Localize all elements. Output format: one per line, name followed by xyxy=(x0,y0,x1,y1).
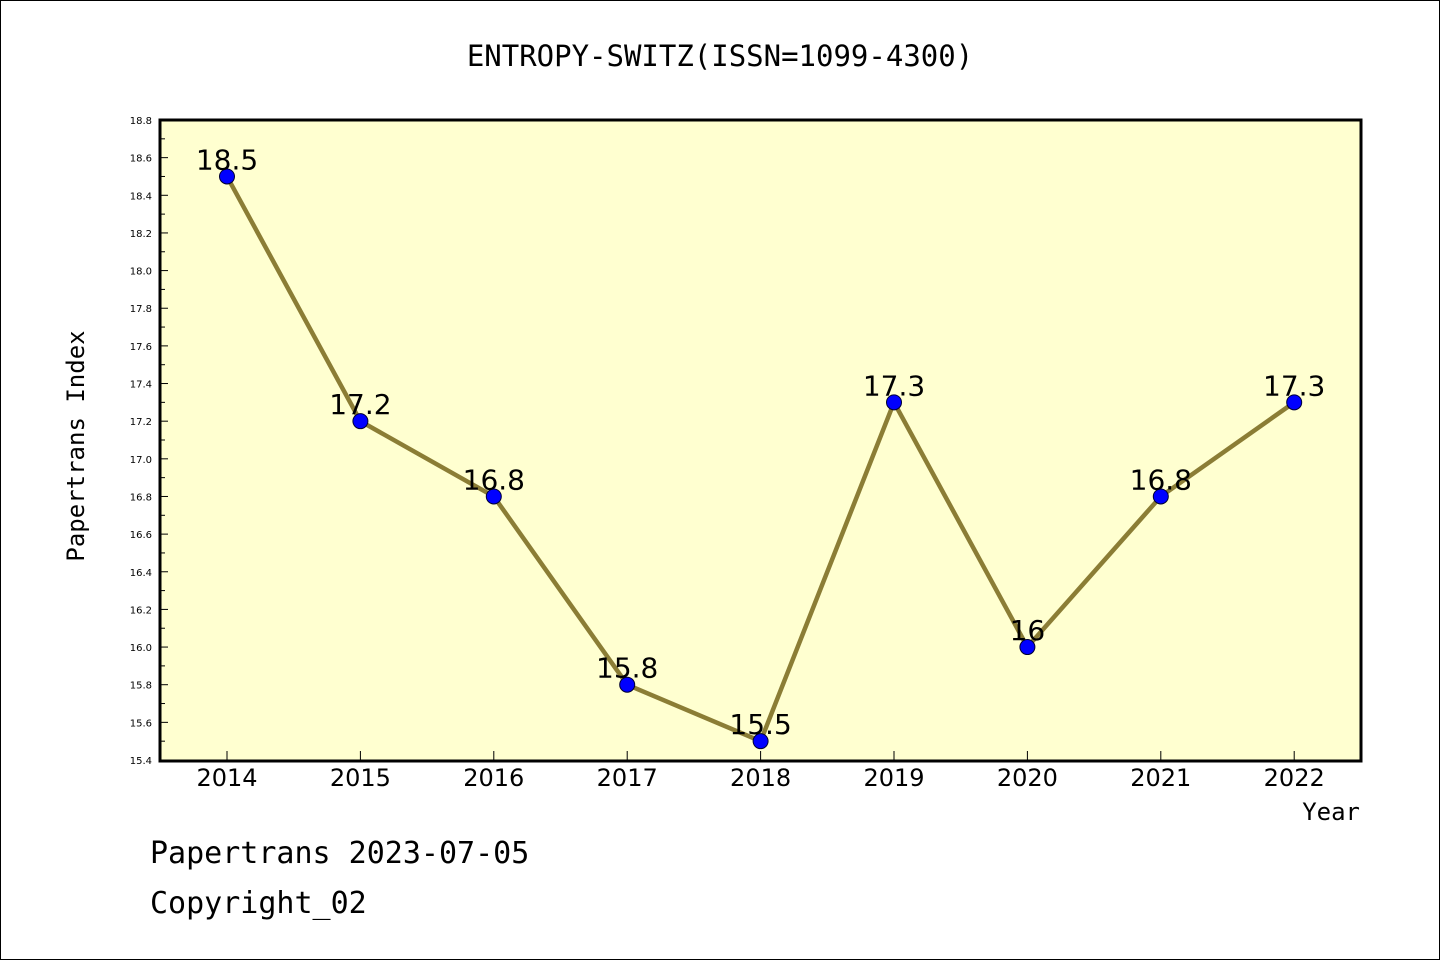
y-tick-label: 17.0 xyxy=(130,455,152,466)
x-axis-label: Year xyxy=(1302,798,1360,826)
data-point xyxy=(752,733,769,750)
y-tick-label: 17.8 xyxy=(130,304,152,315)
y-tick-label: 18.4 xyxy=(130,191,152,202)
x-tick-label: 2021 xyxy=(1130,764,1191,792)
data-label: 16 xyxy=(1010,614,1046,647)
data-label: 16.8 xyxy=(1130,463,1192,496)
y-tick-label: 17.4 xyxy=(130,380,152,391)
x-tick-label: 2019 xyxy=(863,764,924,792)
x-tick-label: 2014 xyxy=(196,764,257,792)
data-label: 17.2 xyxy=(329,388,391,421)
data-label: 18.5 xyxy=(196,143,258,176)
data-point xyxy=(1152,488,1169,505)
y-tick-label: 18.2 xyxy=(130,229,152,240)
x-tick-label: 2017 xyxy=(597,764,658,792)
y-tick-label: 17.6 xyxy=(130,342,152,353)
y-tick-label: 16.6 xyxy=(130,530,152,541)
y-axis-label: Papertrans Index xyxy=(62,330,90,561)
plot-area xyxy=(158,118,1363,763)
y-tick-label: 15.8 xyxy=(130,681,152,692)
y-tick-label: 18.8 xyxy=(130,116,152,127)
data-label: 17.3 xyxy=(1263,369,1325,402)
data-label: 16.8 xyxy=(463,463,525,496)
data-point xyxy=(619,676,636,693)
y-tick-label: 16.0 xyxy=(130,643,152,654)
y-tick-label: 15.4 xyxy=(130,756,152,767)
series: 18.5 17.2 16.8 15.8 15.5 17.3 16 16.8 17.3 xyxy=(196,143,1325,750)
x-tick-label: 2016 xyxy=(463,764,524,792)
footer-date: Papertrans 2023-07-05 xyxy=(150,836,530,871)
data-point xyxy=(485,488,502,505)
y-tick-label: 16.4 xyxy=(130,568,152,579)
y-tick-label: 16.2 xyxy=(130,605,152,616)
data-label: 17.3 xyxy=(863,369,925,402)
x-tick-label: 2022 xyxy=(1264,764,1325,792)
x-tick-label: 2018 xyxy=(730,764,791,792)
data-point xyxy=(1286,394,1303,411)
y-tick-label: 16.8 xyxy=(130,492,152,503)
data-point xyxy=(886,394,902,411)
x-axis: 2014 2015 2016 2017 2018 2019 2020 2021 2022 xyxy=(196,751,1325,792)
x-tick-label: 2015 xyxy=(330,764,391,792)
data-label: 15.8 xyxy=(596,652,658,685)
y-axis: 15.4 15.6 15.8 16.0 16.2 16.4 16.6 16.8 17.0 17.2… xyxy=(130,116,168,767)
y-tick-label: 15.6 xyxy=(130,718,152,729)
footer-copyright: Copyright_02 xyxy=(150,886,367,921)
data-point xyxy=(352,413,369,430)
data-label: 15.5 xyxy=(729,708,791,741)
data-point xyxy=(219,168,235,185)
y-tick-label: 17.2 xyxy=(130,417,152,428)
chart-title: ENTROPY-SWITZ(ISSN=1099-4300) xyxy=(467,39,973,73)
x-tick-label: 2020 xyxy=(997,764,1058,792)
y-tick-label: 18.6 xyxy=(130,154,152,165)
data-point xyxy=(1019,639,1036,656)
y-tick-label: 18.0 xyxy=(130,267,152,278)
